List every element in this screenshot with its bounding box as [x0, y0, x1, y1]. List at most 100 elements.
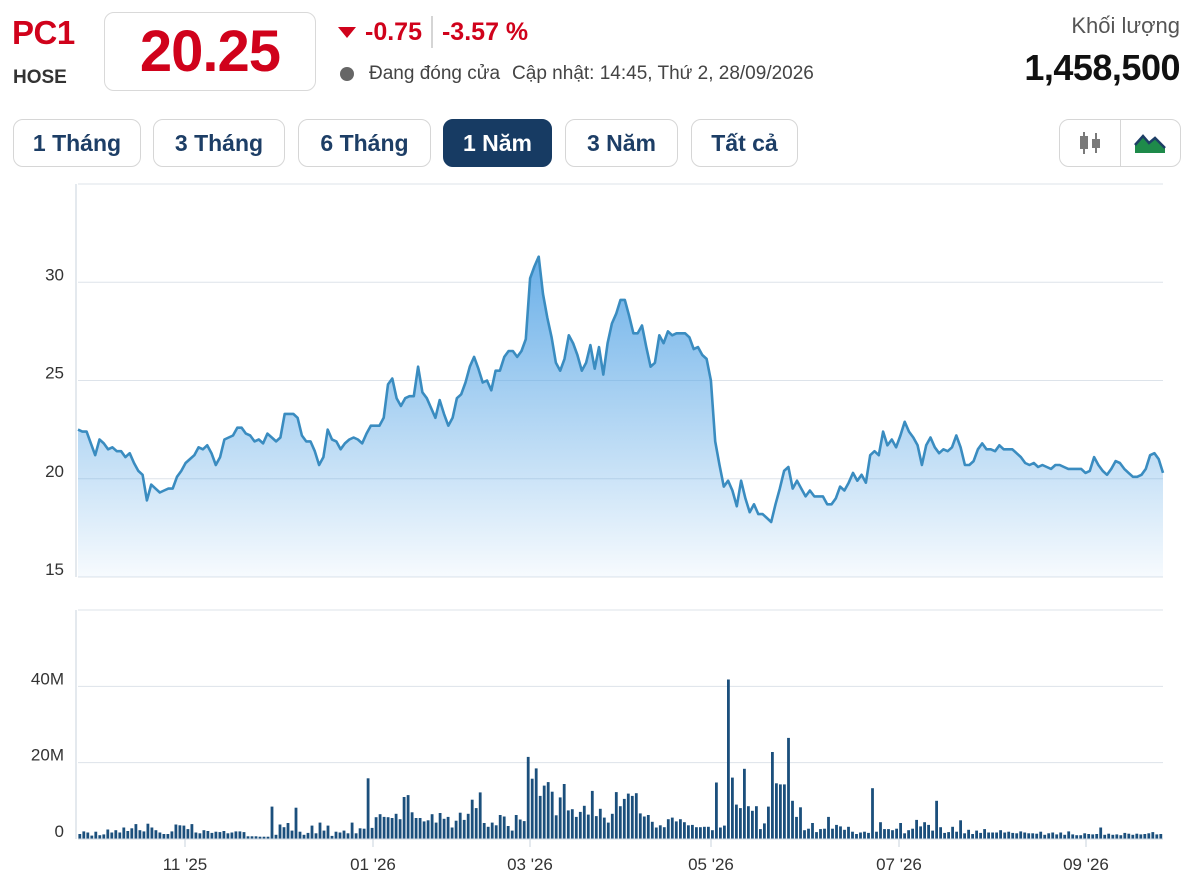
- volume-bar: [1123, 832, 1127, 839]
- volume-bar: [426, 820, 430, 839]
- current-price: 20.25: [139, 19, 281, 84]
- volume-bar: [286, 823, 290, 839]
- volume-bar: [310, 825, 314, 839]
- volume-bar: [402, 797, 406, 839]
- volume-bar: [362, 828, 366, 839]
- volume-bar: [246, 836, 250, 839]
- volume-bar: [558, 797, 562, 839]
- volume-label: Khối lượng: [1071, 13, 1180, 38]
- volume-bar: [258, 836, 262, 839]
- volume-bar: [546, 782, 550, 839]
- volume-bar: [226, 833, 230, 839]
- volume-bar: [875, 831, 878, 839]
- volume-bar: [542, 785, 546, 839]
- volume-bar: [198, 833, 202, 839]
- volume-bar: [162, 834, 166, 839]
- volume-bar: [1119, 835, 1123, 839]
- volume-bar: [454, 820, 458, 839]
- volume-bar: [1043, 834, 1047, 839]
- volume-bar: [999, 830, 1002, 839]
- price-y-tick-label: 15: [45, 560, 64, 579]
- volume-bar: [642, 816, 646, 839]
- volume-bar: [178, 825, 182, 839]
- area-chart-button[interactable]: [1119, 120, 1181, 166]
- tab-1-month[interactable]: 1 Tháng: [13, 119, 141, 167]
- volume-bar: [1011, 832, 1015, 839]
- volume-bar: [807, 828, 810, 839]
- volume-bar: [903, 833, 906, 839]
- volume-bar: [138, 830, 142, 839]
- volume-bar: [915, 819, 918, 839]
- volume-bar: [983, 829, 986, 839]
- volume-bar: [1159, 834, 1163, 839]
- status-dot-icon: [340, 67, 354, 81]
- volume-bar: [506, 826, 510, 839]
- volume-bar: [170, 831, 174, 839]
- volume-bar: [823, 828, 826, 839]
- volume-bar: [995, 832, 998, 839]
- volume-bar: [142, 831, 146, 839]
- volume-bar: [318, 822, 322, 839]
- volume-bar: [867, 832, 870, 839]
- volume-bar: [306, 832, 310, 839]
- volume-bar: [606, 822, 610, 839]
- volume-bar: [526, 756, 530, 839]
- volume-bar: [290, 830, 294, 839]
- candlestick-button[interactable]: [1060, 120, 1120, 166]
- volume-bar: [939, 827, 942, 839]
- volume-bar: [90, 835, 94, 839]
- tab-3-months[interactable]: 3 Tháng: [153, 119, 285, 167]
- volume-bar: [987, 832, 990, 839]
- volume-bar: [646, 815, 650, 839]
- volume-bar: [634, 793, 638, 839]
- volume-bar: [494, 825, 498, 839]
- x-tick-label: 11 '25: [163, 855, 208, 874]
- market-status-row: Đang đóng cửa Cập nhật: 14:45, Thứ 2, 28…: [340, 63, 814, 85]
- volume-bar: [819, 829, 822, 839]
- volume-bar: [679, 819, 682, 839]
- volume-bar: [250, 836, 254, 839]
- volume-bar: [434, 822, 438, 839]
- volume-bar: [670, 817, 674, 839]
- volume-bar: [883, 829, 886, 839]
- volume-y-tick-label: 20M: [31, 746, 64, 765]
- volume-bar: [522, 821, 526, 839]
- volume-bar: [787, 737, 790, 839]
- volume-bar: [486, 826, 490, 839]
- volume-bar: [703, 826, 706, 839]
- volume-bar: [843, 829, 846, 839]
- tab-6-months[interactable]: 6 Tháng: [298, 119, 431, 167]
- mountain-area-icon: [1134, 134, 1167, 153]
- divider: [430, 16, 433, 48]
- tab-1-year[interactable]: 1 Năm: [443, 119, 552, 167]
- volume-bar: [562, 784, 566, 839]
- volume-bar: [122, 827, 126, 839]
- volume-bar: [711, 830, 714, 839]
- price-box: 20.25: [104, 12, 316, 91]
- volume-bar: [951, 826, 954, 839]
- volume-bar: [638, 813, 642, 839]
- volume-bar: [831, 828, 834, 839]
- tab-3-years[interactable]: 3 Năm: [565, 119, 678, 167]
- volume-bar: [751, 810, 754, 839]
- volume-bar: [302, 834, 306, 839]
- volume-bar: [298, 831, 302, 839]
- volume-bar: [274, 834, 278, 839]
- volume-bar: [262, 836, 266, 839]
- volume-bar: [735, 804, 738, 839]
- volume-bar: [975, 830, 978, 839]
- volume-bar: [963, 833, 966, 839]
- volume-bar: [1139, 834, 1143, 839]
- volume-bar: [979, 832, 982, 839]
- volume-bar: [879, 822, 882, 839]
- volume-bar: [574, 816, 578, 839]
- volume-bar: [755, 806, 758, 839]
- volume-bar: [314, 833, 318, 839]
- x-tick-label: 09 '26: [1063, 855, 1109, 874]
- tab-all[interactable]: Tất cả: [691, 119, 798, 167]
- volume-bar: [94, 831, 98, 839]
- volume-bar: [1135, 833, 1139, 839]
- volume-bar: [334, 831, 338, 839]
- volume-bar: [98, 835, 102, 839]
- volume-bar: [578, 811, 582, 839]
